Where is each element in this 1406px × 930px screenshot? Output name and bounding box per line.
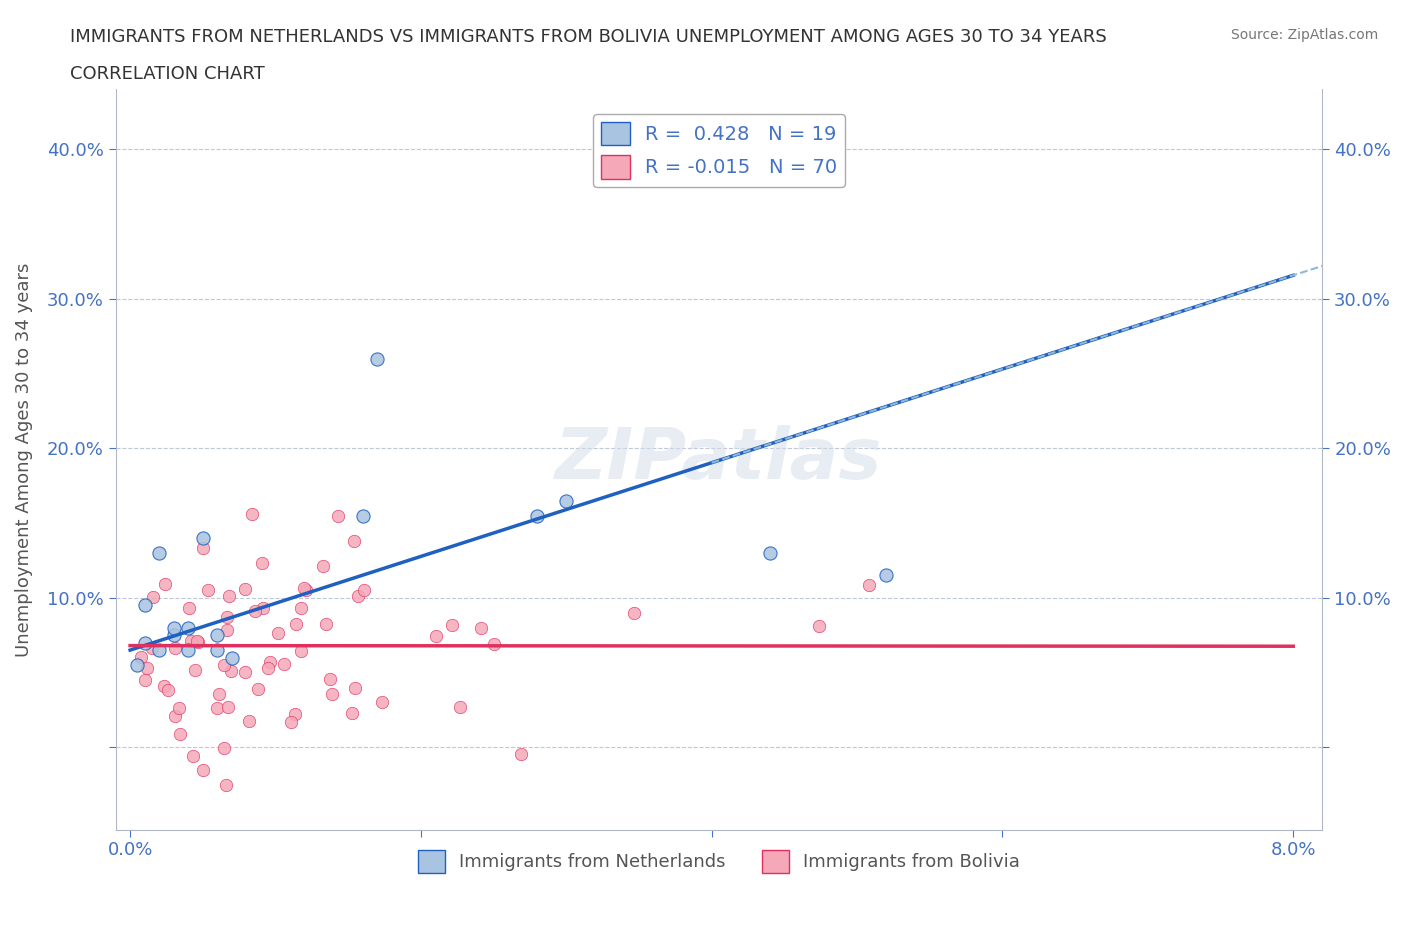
Point [482, 636, 505, 651]
Point [165, 709, 187, 724]
Point [148, 546, 170, 561]
Point [177, 620, 200, 635]
Point [141, 590, 163, 604]
Point [136, 660, 159, 675]
Point [193, 763, 215, 777]
Text: ZIPatlas: ZIPatlas [555, 425, 883, 494]
Point [141, 641, 163, 656]
Point [284, 617, 307, 631]
Y-axis label: Unemployment Among Ages 30 to 34 years: Unemployment Among Ages 30 to 34 years [15, 262, 32, 657]
Point [155, 577, 177, 591]
Point [294, 583, 316, 598]
Point [212, 740, 235, 755]
Point [290, 644, 312, 658]
Point [312, 559, 335, 574]
Point [169, 726, 191, 741]
Point [184, 662, 207, 677]
Point [193, 540, 215, 555]
Point [366, 352, 388, 366]
Point [134, 635, 156, 650]
Point [326, 508, 349, 523]
Point [321, 686, 343, 701]
Point [187, 634, 209, 649]
Point [156, 683, 179, 698]
Point [318, 671, 340, 686]
Point [148, 643, 170, 658]
Point [284, 706, 307, 721]
Point [808, 618, 831, 633]
Point [441, 618, 464, 632]
Text: IMMIGRANTS FROM NETHERLANDS VS IMMIGRANTS FROM BOLIVIA UNEMPLOYMENT AMONG AGES 3: IMMIGRANTS FROM NETHERLANDS VS IMMIGRANT… [70, 28, 1107, 46]
Point [177, 601, 200, 616]
Point [205, 700, 228, 715]
Point [470, 620, 492, 635]
Point [526, 508, 548, 523]
Point [163, 620, 186, 635]
Point [347, 589, 370, 604]
Point [340, 705, 363, 720]
Point [353, 583, 375, 598]
Point [208, 686, 231, 701]
Point [177, 643, 200, 658]
Point [134, 672, 156, 687]
Point [183, 749, 205, 764]
Point [555, 493, 578, 508]
Point [163, 628, 186, 643]
Point [212, 658, 235, 672]
Point [425, 628, 447, 643]
Point [215, 609, 238, 624]
Point [280, 714, 302, 729]
Point [215, 777, 238, 792]
Point [134, 598, 156, 613]
Point [352, 508, 374, 523]
Point [267, 626, 290, 641]
Point [163, 640, 186, 655]
Point [371, 695, 394, 710]
Legend: Immigrants from Netherlands, Immigrants from Bolivia: Immigrants from Netherlands, Immigrants … [411, 844, 1028, 880]
Point [218, 589, 240, 604]
Point [343, 534, 366, 549]
Point [191, 530, 214, 545]
Point [292, 581, 315, 596]
Point [215, 623, 238, 638]
Point [186, 633, 208, 648]
Point [243, 604, 266, 618]
Text: Source: ZipAtlas.com: Source: ZipAtlas.com [1230, 28, 1378, 42]
Point [207, 643, 229, 658]
Point [259, 655, 281, 670]
Point [623, 605, 645, 620]
Text: CORRELATION CHART: CORRELATION CHART [70, 65, 266, 83]
Point [233, 582, 256, 597]
Point [256, 660, 278, 675]
Point [219, 664, 242, 679]
Point [217, 699, 239, 714]
Point [180, 633, 202, 648]
Point [343, 681, 366, 696]
Point [240, 507, 263, 522]
Point [197, 582, 219, 597]
Point [246, 681, 269, 696]
Point [875, 568, 897, 583]
Point [449, 699, 471, 714]
Point [221, 650, 243, 665]
Point [167, 700, 190, 715]
Point [509, 746, 531, 761]
Point [238, 714, 260, 729]
Point [152, 679, 174, 694]
Point [252, 556, 274, 571]
Point [233, 665, 256, 680]
Point [273, 657, 295, 671]
Point [858, 578, 880, 592]
Point [759, 546, 782, 561]
Point [127, 658, 149, 672]
Point [252, 601, 274, 616]
Point [129, 649, 152, 664]
Point [207, 628, 229, 643]
Point [290, 600, 312, 615]
Point [315, 617, 337, 631]
